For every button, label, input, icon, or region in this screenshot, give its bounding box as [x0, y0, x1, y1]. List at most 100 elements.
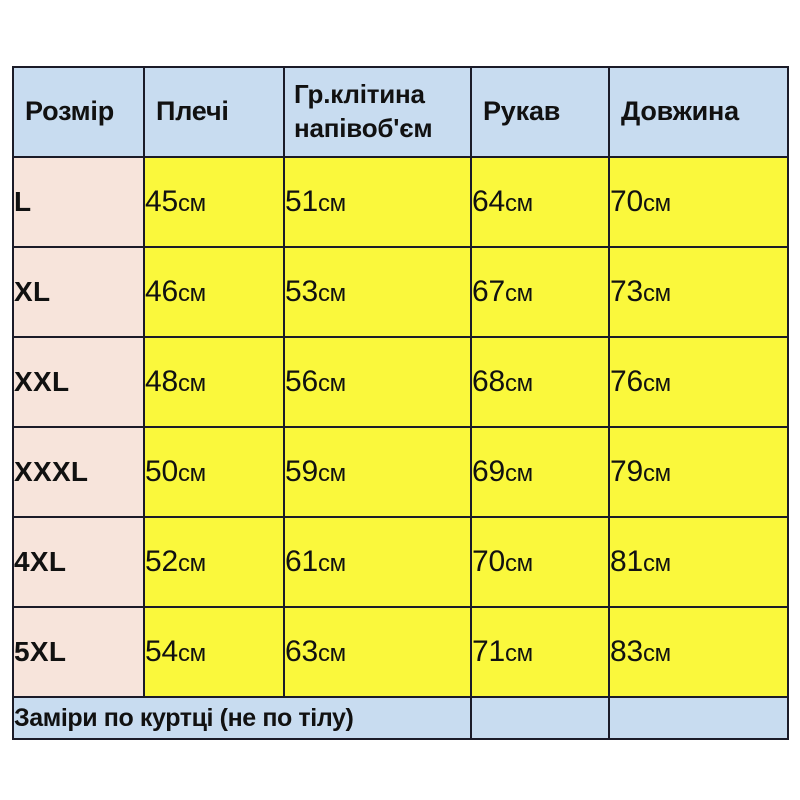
cell-length-value: 76	[610, 365, 643, 398]
table-row: XXXL 50см 59см 69см 79см	[12, 426, 789, 518]
size-chart-table: Розмір Плечі Гр.клітина напівоб'єм Рукав…	[12, 66, 789, 740]
cell-chest: 53см	[283, 246, 472, 338]
column-header-length: Довжина	[608, 66, 789, 158]
cell-chest: 56см	[283, 336, 472, 428]
cell-chest-unit: см	[317, 640, 346, 667]
cell-sleeve-value: 67	[472, 275, 505, 308]
cell-chest-unit: см	[317, 370, 346, 397]
cell-chest-value: 59	[285, 455, 318, 488]
cell-length-value: 70	[610, 185, 643, 218]
cell-chest-value: 61	[285, 545, 318, 578]
cell-shoulder-value: 48	[145, 365, 178, 398]
cell-sleeve: 68см	[470, 336, 610, 428]
table-row: XL 46см 53см 67см 73см	[12, 246, 789, 338]
cell-sleeve-unit: см	[504, 460, 533, 487]
cell-shoulder: 48см	[143, 336, 285, 428]
cell-sleeve-unit: см	[504, 190, 533, 217]
size-chart-container: Розмір Плечі Гр.клітина напівоб'єм Рукав…	[12, 66, 789, 740]
column-header-chest-label-line1: Гр.клітина	[294, 79, 425, 110]
cell-shoulder: 45см	[143, 156, 285, 248]
table-row: XXL 48см 56см 68см 76см	[12, 336, 789, 428]
cell-length-unit: см	[642, 370, 671, 397]
cell-shoulder-value: 46	[145, 275, 178, 308]
table-row: 4XL 52см 61см 70см 81см	[12, 516, 789, 608]
cell-size: 5XL	[12, 606, 145, 698]
cell-sleeve-value: 68	[472, 365, 505, 398]
cell-shoulder: 54см	[143, 606, 285, 698]
column-header-shoulder: Плечі	[143, 66, 285, 158]
cell-sleeve-unit: см	[504, 280, 533, 307]
cell-shoulder-unit: см	[177, 190, 206, 217]
cell-length: 76см	[608, 336, 789, 428]
cell-sleeve-value: 71	[472, 635, 505, 668]
cell-shoulder-value: 52	[145, 545, 178, 578]
cell-sleeve: 64см	[470, 156, 610, 248]
cell-sleeve: 69см	[470, 426, 610, 518]
cell-sleeve-value: 69	[472, 455, 505, 488]
table-row: L 45см 51см 64см 70см	[12, 156, 789, 248]
cell-sleeve-unit: см	[504, 370, 533, 397]
cell-size: 4XL	[12, 516, 145, 608]
cell-chest-unit: см	[317, 550, 346, 577]
cell-chest: 61см	[283, 516, 472, 608]
cell-chest-unit: см	[317, 280, 346, 307]
cell-sleeve-unit: см	[504, 550, 533, 577]
cell-shoulder-unit: см	[177, 460, 206, 487]
cell-length: 83см	[608, 606, 789, 698]
cell-length-unit: см	[642, 550, 671, 577]
cell-length-unit: см	[642, 460, 671, 487]
cell-sleeve: 67см	[470, 246, 610, 338]
cell-chest: 51см	[283, 156, 472, 248]
cell-shoulder-unit: см	[177, 550, 206, 577]
table-row: 5XL 54см 63см 71см 83см	[12, 606, 789, 698]
cell-chest: 63см	[283, 606, 472, 698]
note-empty-cell-length	[608, 696, 789, 740]
column-header-chest-label-line2: напівоб'єм	[294, 113, 433, 143]
column-header-length-label: Довжина	[621, 96, 739, 127]
cell-shoulder-unit: см	[177, 280, 206, 307]
column-header-sleeve-label: Рукав	[483, 96, 561, 127]
table-note-row: Заміри по куртці (не по тілу)	[12, 696, 789, 740]
cell-size: L	[12, 156, 145, 248]
cell-sleeve-value: 70	[472, 545, 505, 578]
cell-chest-value: 53	[285, 275, 318, 308]
column-header-sleeve: Рукав	[470, 66, 610, 158]
cell-chest-value: 56	[285, 365, 318, 398]
measurement-note: Заміри по куртці (не по тілу)	[12, 696, 472, 740]
table-body: L 45см 51см 64см 70см XL 46см 53см 67см 73см XXL 48…	[12, 156, 789, 698]
cell-length-unit: см	[642, 280, 671, 307]
cell-shoulder: 46см	[143, 246, 285, 338]
cell-shoulder-value: 50	[145, 455, 178, 488]
cell-chest-value: 51	[285, 185, 318, 218]
cell-length: 81см	[608, 516, 789, 608]
cell-size: XXL	[12, 336, 145, 428]
cell-shoulder-value: 45	[145, 185, 178, 218]
column-header-chest: Гр.клітина напівоб'єм	[283, 66, 472, 158]
cell-length: 79см	[608, 426, 789, 518]
cell-shoulder-unit: см	[177, 370, 206, 397]
table-header-row: Розмір Плечі Гр.клітина напівоб'єм Рукав…	[12, 66, 789, 158]
cell-shoulder: 52см	[143, 516, 285, 608]
cell-sleeve-value: 64	[472, 185, 505, 218]
cell-size: XXXL	[12, 426, 145, 518]
cell-chest-unit: см	[317, 190, 346, 217]
cell-shoulder-value: 54	[145, 635, 178, 668]
cell-size: XL	[12, 246, 145, 338]
cell-length-value: 81	[610, 545, 643, 578]
cell-sleeve-unit: см	[504, 640, 533, 667]
cell-length-value: 73	[610, 275, 643, 308]
cell-chest-unit: см	[317, 460, 346, 487]
cell-chest-value: 63	[285, 635, 318, 668]
column-header-size-label: Розмір	[25, 96, 114, 127]
cell-length: 73см	[608, 246, 789, 338]
cell-sleeve: 70см	[470, 516, 610, 608]
cell-sleeve: 71см	[470, 606, 610, 698]
cell-length-unit: см	[642, 640, 671, 667]
cell-shoulder: 50см	[143, 426, 285, 518]
cell-length-unit: см	[642, 190, 671, 217]
column-header-shoulder-label: Плечі	[156, 96, 229, 127]
cell-length-value: 83	[610, 635, 643, 668]
note-empty-cell-sleeve	[470, 696, 610, 740]
cell-length: 70см	[608, 156, 789, 248]
column-header-size: Розмір	[12, 66, 145, 158]
